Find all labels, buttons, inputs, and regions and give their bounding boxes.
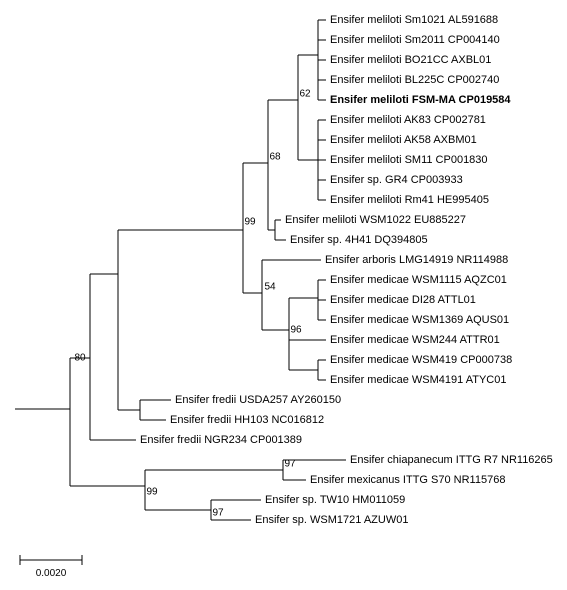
taxon-t2: Ensifer meliloti Sm2011 CP004140 xyxy=(330,34,500,46)
taxon-t5: Ensifer meliloti FSM-MA CP019584 xyxy=(330,94,511,106)
scale-bar-label: 0.0020 xyxy=(36,568,67,579)
phylogenetic-tree: Ensifer meliloti Sm1021 AL591688 Ensifer … xyxy=(0,0,567,590)
taxon-t18: Ensifer medicae WSM419 CP000738 xyxy=(330,354,512,366)
support-s97b: 97 xyxy=(212,508,224,519)
support-s99: 99 xyxy=(244,217,256,228)
taxon-t3: Ensifer meliloti BO21CC AXBL01 xyxy=(330,54,491,66)
taxon-t14: Ensifer medicae WSM1115 AQZC01 xyxy=(330,274,507,286)
taxon-t20: Ensifer fredii USDA257 AY260150 xyxy=(175,394,341,406)
taxon-t11: Ensifer meliloti WSM1022 EU885227 xyxy=(285,214,466,226)
taxon-t24: Ensifer mexicanus ITTG S70 NR115768 xyxy=(310,474,505,486)
taxon-t17: Ensifer medicae WSM244 ATTR01 xyxy=(330,334,500,346)
support-s99b: 99 xyxy=(146,487,158,498)
taxon-t22: Ensifer fredii NGR234 CP001389 xyxy=(140,434,302,446)
taxon-t9: Ensifer sp. GR4 CP003933 xyxy=(330,174,463,186)
taxon-t1: Ensifer meliloti Sm1021 AL591688 xyxy=(330,14,498,26)
taxon-t8: Ensifer meliloti SM11 CP001830 xyxy=(330,154,488,166)
taxon-t4: Ensifer meliloti BL225C CP002740 xyxy=(330,74,499,86)
support-s97a: 97 xyxy=(284,459,296,470)
taxon-t13: Ensifer arboris LMG14919 NR114988 xyxy=(325,254,508,266)
taxon-t23: Ensifer chiapanecum ITTG R7 NR116265 xyxy=(350,454,553,466)
taxon-t6: Ensifer meliloti AK83 CP002781 xyxy=(330,114,486,126)
support-s62: 62 xyxy=(299,89,311,100)
taxon-t10: Ensifer meliloti Rm41 HE995405 xyxy=(330,194,489,206)
taxon-t15: Ensifer medicae DI28 ATTL01 xyxy=(330,294,476,306)
support-s54: 54 xyxy=(264,282,276,293)
taxon-t16: Ensifer medicae WSM1369 AQUS01 xyxy=(330,314,509,326)
taxon-t25: Ensifer sp. TW10 HM011059 xyxy=(265,494,405,506)
support-s68: 68 xyxy=(269,152,281,163)
taxon-t26: Ensifer sp. WSM1721 AZUW01 xyxy=(255,514,408,526)
taxon-t21: Ensifer fredii HH103 NC016812 xyxy=(170,414,324,426)
taxon-t7: Ensifer meliloti AK58 AXBM01 xyxy=(330,134,477,146)
taxon-t12: Ensifer sp. 4H41 DQ394805 xyxy=(290,234,428,246)
support-s80: 80 xyxy=(74,353,86,364)
support-s96: 96 xyxy=(290,325,302,336)
taxon-t19: Ensifer medicae WSM4191 ATYC01 xyxy=(330,374,506,386)
